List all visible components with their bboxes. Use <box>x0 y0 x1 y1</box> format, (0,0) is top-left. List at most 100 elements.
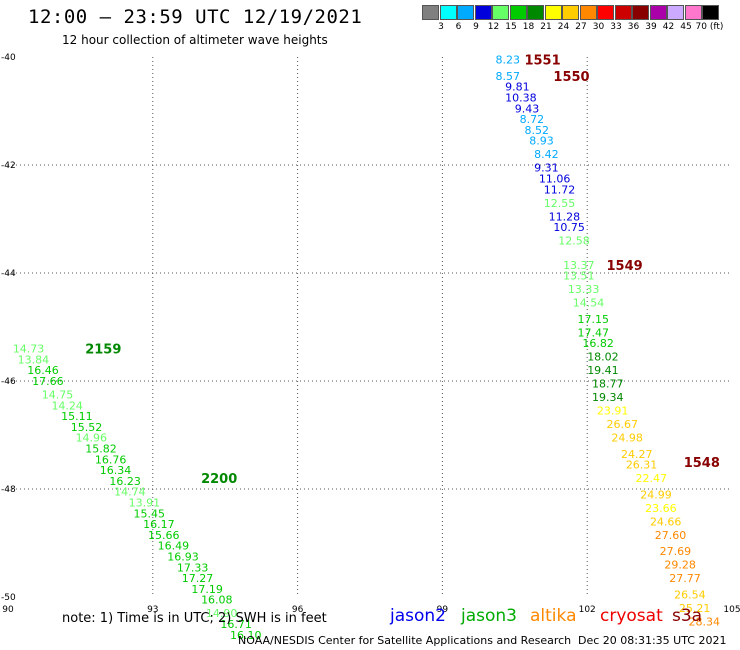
wave-height-reading: 10.38 <box>505 92 537 105</box>
lat-tick-label: -44 <box>1 269 16 279</box>
wave-height-reading: 16.49 <box>158 540 190 553</box>
wave-height-reading: 11.72 <box>544 183 576 196</box>
scale-label: 12 <box>487 22 500 32</box>
lon-tick-label: 93 <box>147 605 158 615</box>
scale-label: 30 <box>592 22 605 32</box>
scale-label: 39 <box>645 22 657 32</box>
lon-tick-label: 90 <box>2 605 14 615</box>
scale-label: 33 <box>610 22 622 32</box>
wave-height-reading: 27.77 <box>669 572 701 585</box>
wave-height-reading: 14.73 <box>13 343 45 356</box>
wave-height-reading: 13.33 <box>568 283 600 296</box>
scale-label: 42 <box>662 22 675 32</box>
wave-height-reading: 14.96 <box>76 432 108 445</box>
credit-line: NOAA/NESDIS Center for Satellite Applica… <box>238 634 572 647</box>
scale-label: 9 <box>473 22 479 32</box>
scale-swatch <box>597 5 614 20</box>
wave-height-reading: 15.45 <box>133 507 165 520</box>
wave-height-reading: 13.84 <box>18 353 50 366</box>
scale-label: 70 (ft) <box>695 22 724 32</box>
wave-height-reading: 14.24 <box>51 399 83 412</box>
wave-height-reading: 29.28 <box>664 559 696 572</box>
track-label: 1550 <box>553 70 589 85</box>
scale-label: 15 <box>505 22 517 32</box>
wave-height-reading: 17.27 <box>182 572 214 585</box>
wave-height-reading: 15.52 <box>71 421 103 434</box>
wave-height-reading: 18.02 <box>587 351 619 364</box>
wave-height-reading: 11.06 <box>539 173 571 186</box>
wave-height-reading: 24.27 <box>621 448 653 461</box>
scale-swatch <box>422 5 439 20</box>
scale-label: 36 <box>627 22 640 32</box>
track-label: 2200 <box>201 472 237 487</box>
wave-height-reading: 18.77 <box>592 378 624 391</box>
scale-swatch <box>474 5 492 20</box>
wave-height-reading: 16.08 <box>201 594 233 607</box>
wave-height-reading: 26.31 <box>626 459 658 472</box>
wave-height-reading: 17.33 <box>177 561 209 574</box>
wave-height-reading: 11.28 <box>549 210 581 223</box>
wave-height-reading: 8.93 <box>529 135 554 148</box>
wave-height-reading: 9.31 <box>534 162 559 175</box>
scale-swatch <box>492 5 509 20</box>
lon-tick-label: 105 <box>723 605 740 615</box>
wave-height-reading: 13.37 <box>563 259 595 272</box>
track-label: 1548 <box>684 456 720 471</box>
track-label: 1549 <box>607 259 643 274</box>
wave-height-reading: 9.81 <box>505 81 530 94</box>
legend-jason3: jason3 <box>461 606 517 626</box>
legend-altika: altika <box>530 606 577 626</box>
legend-jason2: jason2 <box>390 606 446 626</box>
legend-cryosat: cryosat <box>600 606 663 626</box>
wave-height-reading: 16.71 <box>220 618 252 631</box>
wave-height-reading: 14.74 <box>114 486 146 499</box>
wave-height-reading: 28.34 <box>689 615 721 628</box>
wave-height-reading: 25.21 <box>679 602 711 615</box>
scale-swatch <box>527 5 544 20</box>
wave-height-reading: 17.15 <box>578 313 610 326</box>
scale-label: 3 <box>438 22 444 32</box>
scale-swatch <box>684 5 702 20</box>
scale-swatch <box>562 5 579 20</box>
scale-swatch <box>544 5 562 20</box>
wave-height-reading: 15.66 <box>148 529 180 542</box>
wave-height-reading: 8.42 <box>534 148 559 161</box>
wave-height-reading: 23.66 <box>645 502 677 515</box>
wave-height-reading: 24.66 <box>650 515 682 528</box>
wave-height-reading: 12.55 <box>544 197 576 210</box>
lat-tick-label: -42 <box>1 161 16 171</box>
scale-label: 21 <box>540 22 552 32</box>
wave-height-reading: 16.34 <box>100 464 132 477</box>
lon-tick-label: 99 <box>437 605 449 615</box>
wave-height-reading: 16.93 <box>167 551 199 564</box>
wave-height-reading: 13.51 <box>563 270 595 283</box>
wave-height-reading: 19.34 <box>592 391 624 404</box>
scale-label: 6 <box>455 22 462 32</box>
wave-height-reading: 16.82 <box>582 337 614 350</box>
wave-height-reading: 19.41 <box>587 364 619 377</box>
wave-height-reading: 16.17 <box>143 518 175 531</box>
wave-height-reading: 24.99 <box>640 488 672 501</box>
wave-height-reading: 14.75 <box>42 389 74 402</box>
wave-height-reading: 16.23 <box>109 475 141 488</box>
wave-height-reading: 14.90 <box>206 607 238 620</box>
wave-height-reading: 14.54 <box>573 297 605 310</box>
wave-height-reading: 8.57 <box>495 70 520 83</box>
scale-swatch <box>509 5 527 20</box>
scale-swatch <box>649 5 667 20</box>
lon-tick-label: 96 <box>292 605 304 615</box>
wave-height-reading: 24.98 <box>611 432 643 445</box>
wave-height-reading: 10.75 <box>553 221 585 234</box>
wave-height-reading: 15.11 <box>61 410 93 423</box>
page-subtitle: 12 hour collection of altimeter wave hei… <box>62 33 328 47</box>
page-title: 12:00 – 23:59 UTC 12/19/2021 <box>28 6 363 28</box>
wave-height-reading: 16.76 <box>95 453 127 466</box>
scale-swatch <box>457 5 474 20</box>
wave-height-reading: 17.66 <box>32 375 64 388</box>
wave-height-reading: 27.69 <box>660 545 692 558</box>
lat-tick-label: -48 <box>1 485 16 495</box>
wave-height-reading: 17.19 <box>191 583 223 596</box>
wave-height-reading: 16.10 <box>230 629 262 642</box>
scale-swatch <box>667 5 684 20</box>
